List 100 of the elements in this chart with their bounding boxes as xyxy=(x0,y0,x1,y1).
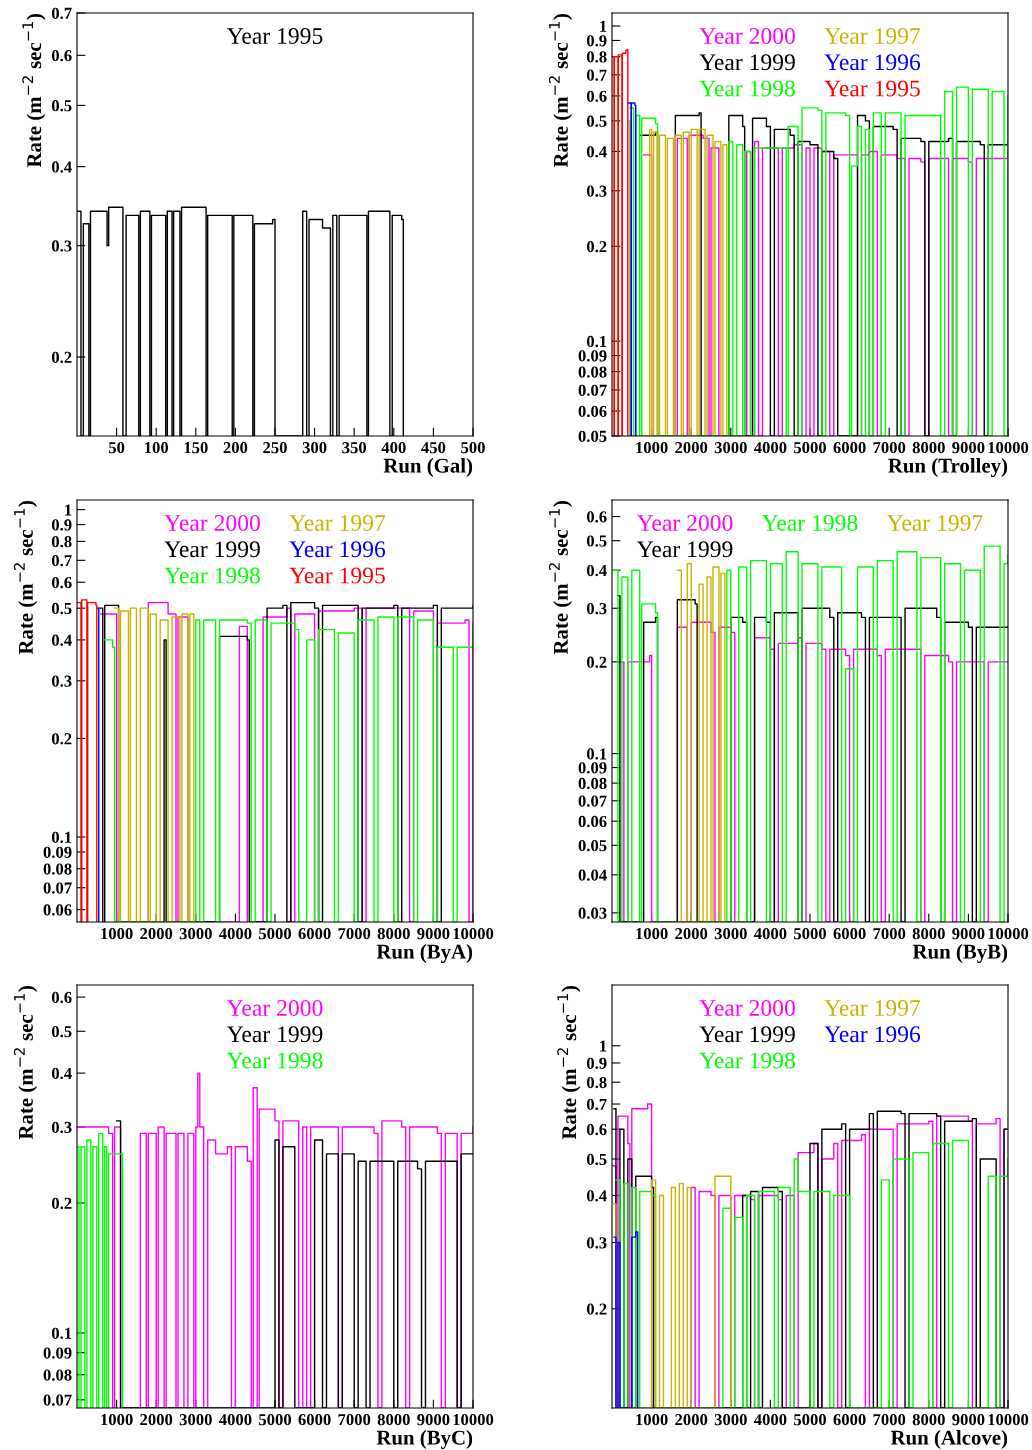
text: Year 1997 xyxy=(886,515,983,531)
x-tick-label: 7000 xyxy=(873,442,906,454)
x-tick-label: 5000 xyxy=(794,1414,827,1426)
x-tick-label: 4000 xyxy=(753,928,787,940)
x-tick-label: 4000 xyxy=(753,442,787,454)
text: Year 1998 xyxy=(226,1052,323,1069)
x-tick-label: 2000 xyxy=(140,928,173,940)
x-axis-title: Run (ByB) xyxy=(912,944,1008,964)
y-tick-label: 0.5 xyxy=(586,535,607,547)
x-tick-label: 5000 xyxy=(794,928,827,940)
x-tick-label: 6000 xyxy=(833,928,866,940)
text: Year 1997 xyxy=(824,1000,921,1016)
y-tick-label: 0.07 xyxy=(43,1394,72,1406)
y-tick-label: 0.6 xyxy=(51,576,72,589)
text: Year 1996 xyxy=(824,54,921,71)
y-tick-label: 0.4 xyxy=(51,634,72,646)
y-tick-label: 0.6 xyxy=(51,50,72,62)
x-tick-label: 3000 xyxy=(714,928,747,940)
y-tick-label: 0.08 xyxy=(578,777,607,790)
x-tick-label: 10000 xyxy=(988,1414,1029,1426)
y-tick-label: 0.4 xyxy=(586,1190,607,1202)
x-tick-label: 7000 xyxy=(338,1414,371,1426)
x-tick-label: 3000 xyxy=(179,928,212,940)
x-tick-label: 150 xyxy=(184,442,208,454)
x-axis-title: Run (Gal) xyxy=(383,458,473,477)
y-tick-label: 1 xyxy=(600,1040,607,1052)
x-tick-label: 7000 xyxy=(338,928,371,940)
y-tick-label: 0.1 xyxy=(51,831,72,844)
y-tick-label: 1 xyxy=(600,20,607,32)
text: Year 2000 xyxy=(636,514,733,531)
x-tick-label: 3000 xyxy=(714,442,747,454)
text: Year 1999 xyxy=(699,1026,795,1043)
y-axis-title: Rate (m$^{−2}$ sec$^{−1}$) xyxy=(548,14,573,168)
y-tick-label: 0.3 xyxy=(51,1121,72,1134)
y-tick-label: 0.5 xyxy=(51,1025,72,1038)
x-axis-title: Run (ByC) xyxy=(376,1430,473,1450)
x-tick-label: 8000 xyxy=(912,928,945,940)
x-tick-label: 5000 xyxy=(259,928,292,940)
y-tick-label: 0.5 xyxy=(586,1153,607,1166)
y-tick-label: 0.2 xyxy=(51,1197,72,1210)
y-tick-label: 0.5 xyxy=(51,100,72,112)
series-label: Year 1998 xyxy=(761,514,858,531)
text: Year 1995 xyxy=(824,80,920,97)
x-axis-title: Run (Alcove) xyxy=(890,1430,1008,1449)
text: Year 1999 xyxy=(226,1026,323,1043)
x-tick-label: 3000 xyxy=(179,1414,212,1426)
y-tick-label: 0.2 xyxy=(586,240,607,253)
x-tick-label: 9000 xyxy=(952,928,985,940)
y-tick-label: 0.7 xyxy=(51,7,72,20)
series-label: Year 1998 xyxy=(699,80,795,97)
y-tick-label: 1 xyxy=(65,504,72,516)
y-tick-label: 0.05 xyxy=(578,839,607,852)
y-tick-label: 0.2 xyxy=(51,351,72,364)
x-tick-label: 6000 xyxy=(833,442,866,454)
y-tick-label: 0.7 xyxy=(51,555,72,567)
y-tick-label: 0.3 xyxy=(51,240,72,252)
text: Year 1996 xyxy=(824,1026,921,1043)
text: Year 1995 xyxy=(226,28,323,44)
y-tick-label: 0.07 xyxy=(578,795,607,807)
x-tick-label: 7000 xyxy=(873,928,906,940)
x-tick-label: 1000 xyxy=(101,1414,133,1426)
x-tick-label: 100 xyxy=(145,442,169,454)
x-tick-label: 500 xyxy=(461,442,485,454)
x-tick-label: 4000 xyxy=(218,928,252,940)
x-tick-label: 10000 xyxy=(453,1414,494,1426)
y-tick-label: 0.4 xyxy=(586,146,607,158)
y-tick-label: 0.8 xyxy=(586,51,607,63)
y-tick-label: 0.2 xyxy=(586,1303,607,1315)
y-tick-label: 0.4 xyxy=(586,564,607,577)
x-tick-label: 8000 xyxy=(912,442,945,454)
y-tick-label: 0.7 xyxy=(586,69,607,81)
x-tick-label: 50 xyxy=(108,442,125,454)
y-tick-label: 0.9 xyxy=(51,519,72,531)
x-tick-label: 2000 xyxy=(675,442,708,454)
x-tick-label: 9000 xyxy=(417,928,450,940)
x-tick-label: 7000 xyxy=(873,1414,906,1426)
x-tick-label: 8000 xyxy=(912,1414,945,1426)
y-tick-label: 0.9 xyxy=(586,1057,607,1069)
x-tick-label: 200 xyxy=(223,442,248,454)
x-tick-label: 2000 xyxy=(675,928,708,940)
text: Year 2000 xyxy=(164,514,260,531)
y-tick-label: 0.6 xyxy=(586,1123,607,1136)
x-tick-label: 8000 xyxy=(377,1414,410,1426)
x-tick-label: 5000 xyxy=(794,442,827,454)
y-axis-title: Rate (m$^{−2}$ sec$^{−1}$) xyxy=(22,14,46,168)
x-tick-label: 4000 xyxy=(218,1414,252,1426)
x-tick-label: 9000 xyxy=(952,1414,985,1426)
y-tick-label: 0.1 xyxy=(51,1327,72,1339)
x-tick-label: 6000 xyxy=(833,1414,866,1426)
x-tick-label: 1000 xyxy=(636,928,668,940)
x-tick-label: 4000 xyxy=(753,1414,787,1426)
x-tick-label: 10000 xyxy=(988,928,1029,940)
y-tick-label: 0.07 xyxy=(578,384,607,396)
y-tick-label: 0.04 xyxy=(578,869,607,881)
y-tick-label: 0.3 xyxy=(51,675,72,687)
y-tick-label: 0.5 xyxy=(586,115,607,127)
x-tick-label: 3000 xyxy=(714,1414,747,1426)
y-tick-label: 0.09 xyxy=(43,1347,72,1359)
y-tick-label: 0.3 xyxy=(586,602,607,615)
text: Year 1996 xyxy=(289,541,386,558)
